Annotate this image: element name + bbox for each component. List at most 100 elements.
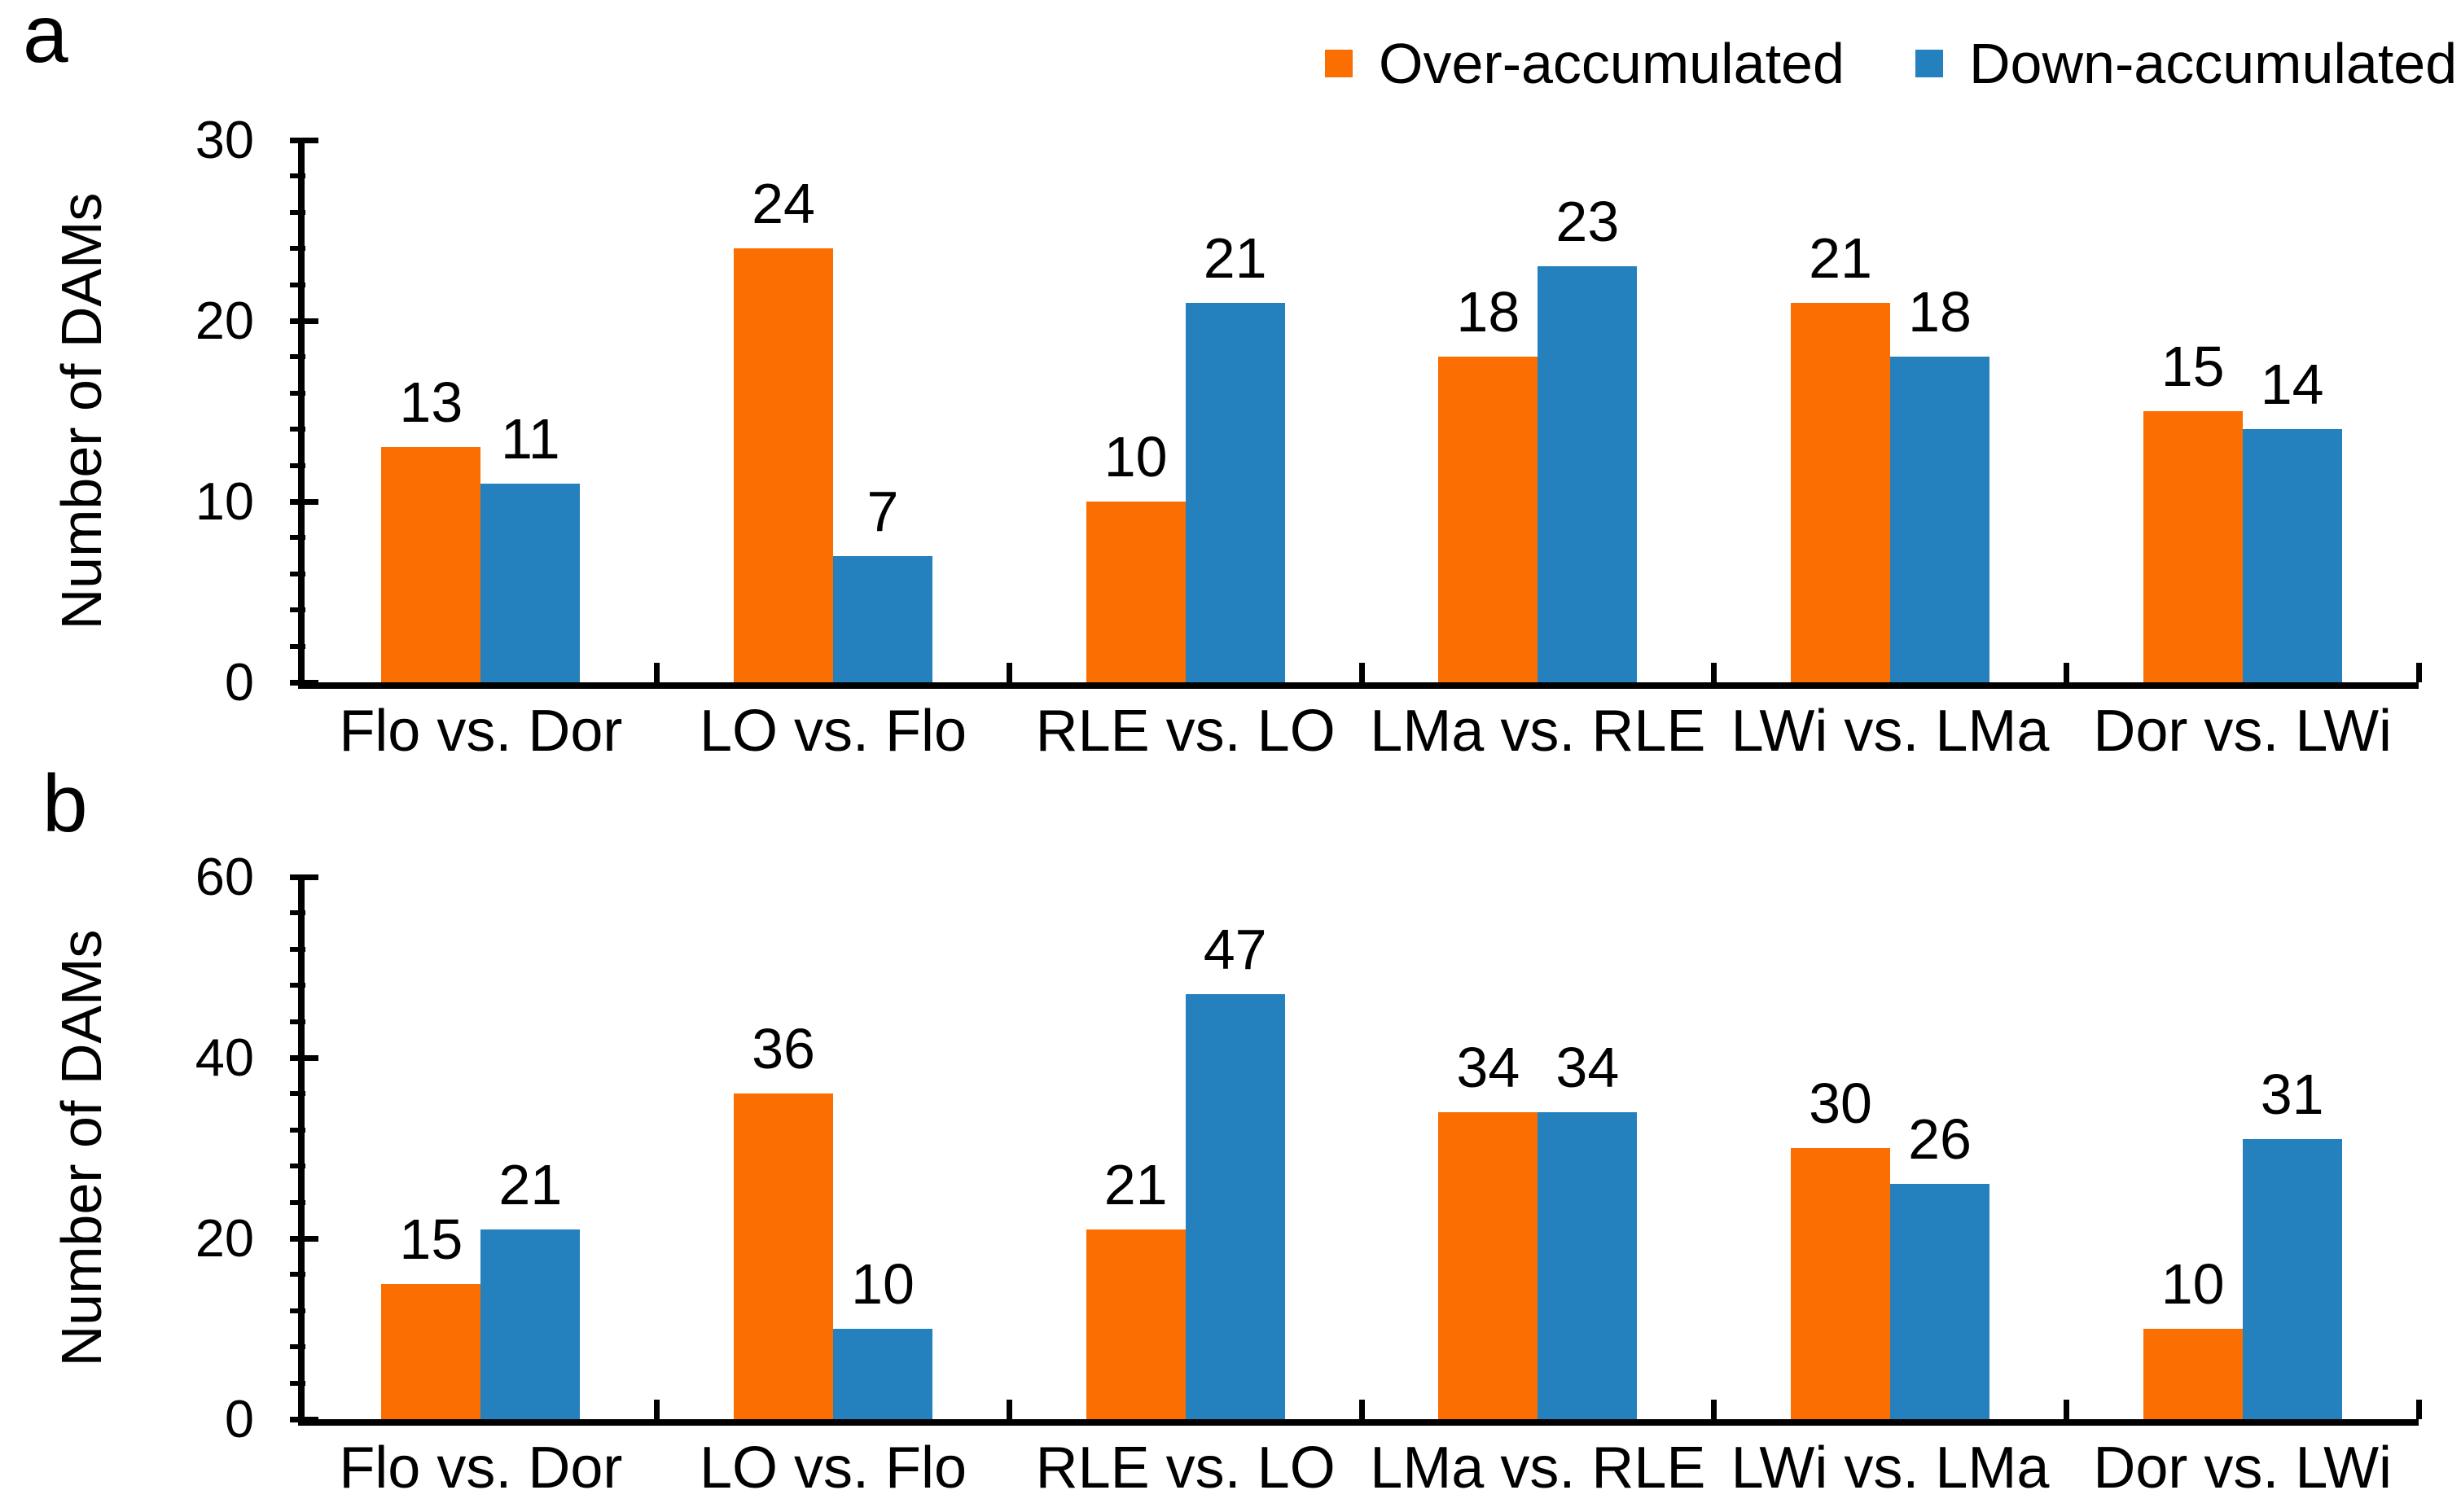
bar-over-accumulated <box>1438 1111 1538 1419</box>
bar-down-accumulated <box>2242 429 2342 682</box>
bar-value-label: 21 <box>1809 226 1872 290</box>
legend-item-down-accumulated: Down-accumulated <box>1915 35 2457 92</box>
bar-value-label: 23 <box>1555 190 1620 254</box>
x-boundary-tick <box>1006 663 1012 682</box>
legend-label-down-accumulated: Down-accumulated <box>1969 32 2458 95</box>
bar-group-lo-vs-flo: 24 7 <box>657 140 1010 682</box>
panel-letter-a: a <box>23 0 68 80</box>
x-boundary-tick <box>2415 1400 2422 1419</box>
barwrap: 15 <box>2143 338 2243 682</box>
y-minor-tick <box>290 607 305 613</box>
plot-area-panel-a: 0 10 20 30 13 11 24 7 10 21 18 23 21 18 15 14 <box>195 113 2422 709</box>
bar-over-accumulated <box>734 1093 833 1419</box>
y-minor-tick <box>290 1344 305 1350</box>
bar-group-dor-vs-lwi: 15 14 <box>2066 140 2419 682</box>
y-minor-tick <box>290 535 305 541</box>
barwrap: 11 <box>480 406 581 682</box>
bar-over-accumulated <box>381 1283 481 1419</box>
bar-value-label: 11 <box>500 406 560 471</box>
bar-group-lo-vs-flo: 36 10 <box>657 877 1010 1419</box>
y-tick-label: 10 <box>195 471 254 531</box>
x-category-label: LO vs. Flo <box>699 1435 967 1501</box>
x-category-label: LO vs. Flo <box>699 699 967 764</box>
plot-area-panel-b: 0 20 40 60 15 21 36 10 21 47 34 34 30 26 10 31 <box>195 850 2422 1446</box>
bar-value-label: 34 <box>1555 1035 1620 1099</box>
y-major-tick <box>290 318 318 324</box>
barwrap: 10 <box>1086 428 1186 682</box>
bar-value-label: 18 <box>1456 280 1520 344</box>
y-minor-tick <box>290 643 305 649</box>
y-major-tick <box>290 137 318 143</box>
barwrap: 36 <box>734 1020 833 1419</box>
x-category-label: Flo vs. Dor <box>339 699 623 764</box>
y-minor-tick <box>290 983 305 988</box>
x-boundary-tick <box>654 663 660 682</box>
y-minor-tick <box>290 390 305 396</box>
bars-layer: 15 21 36 10 21 47 34 34 30 26 10 31 <box>305 877 2419 1419</box>
bar-group-dor-vs-lwi: 10 31 <box>2066 877 2419 1419</box>
bar-group-lma-vs-rle: 34 34 <box>1362 877 1714 1419</box>
x-boundary-tick <box>2415 663 2422 682</box>
bar-group-lwi-vs-lma: 21 18 <box>1714 140 2067 682</box>
x-boundary-tick <box>654 1400 660 1419</box>
bar-value-label: 30 <box>1809 1072 1872 1135</box>
bar-group-flo-vs-dor: 13 11 <box>305 140 657 682</box>
barwrap: 21 <box>1791 226 1891 682</box>
y-tick-label: 0 <box>224 1389 254 1448</box>
y-minor-tick <box>290 1308 305 1313</box>
barwrap: 21 <box>1185 230 1285 682</box>
bar-group-flo-vs-dor: 15 21 <box>305 877 657 1419</box>
bar-value-label: 26 <box>1908 1107 1972 1172</box>
panel-letter-b: b <box>42 758 88 849</box>
bar-value-label: 36 <box>752 1017 815 1081</box>
bar-value-label: 47 <box>1203 918 1267 982</box>
y-tick-label: 30 <box>195 110 254 169</box>
bar-down-accumulated <box>1890 357 1990 682</box>
y-tick-label: 0 <box>224 652 254 712</box>
y-minor-tick <box>290 209 305 215</box>
barwrap: 24 <box>734 175 833 682</box>
bar-value-label: 21 <box>498 1152 563 1216</box>
bar-value-label: 14 <box>2260 353 2324 417</box>
y-major-tick <box>290 1416 318 1422</box>
y-minor-tick <box>290 910 305 916</box>
bar-value-label: 7 <box>866 479 899 543</box>
bar-value-label: 10 <box>2161 1252 2225 1316</box>
bar-down-accumulated <box>1538 1111 1638 1419</box>
y-minor-tick <box>290 946 305 952</box>
barwrap: 21 <box>480 1152 581 1419</box>
bars-layer: 13 11 24 7 10 21 18 23 21 18 15 14 <box>305 140 2419 682</box>
barwrap: 30 <box>1791 1072 1891 1419</box>
barwrap: 15 <box>381 1211 481 1419</box>
y-minor-tick <box>290 571 305 576</box>
y-minor-tick <box>290 1127 305 1133</box>
bar-over-accumulated <box>1086 1229 1186 1419</box>
y-minor-tick <box>290 282 305 287</box>
x-category-labels-panel-b: Flo vs. Dor LO vs. Flo RLE vs. LO LMa vs. R… <box>305 1439 2419 1497</box>
y-axis-title-panel-b: Number of DAMs <box>50 929 113 1367</box>
bar-over-accumulated <box>1791 302 1891 682</box>
y-minor-tick <box>290 427 305 432</box>
y-minor-tick <box>290 1380 305 1386</box>
bar-group-lma-vs-rle: 18 23 <box>1362 140 1714 682</box>
y-major-tick <box>290 498 318 505</box>
bar-down-accumulated <box>833 555 932 682</box>
barwrap: 21 <box>1086 1156 1186 1419</box>
y-minor-tick <box>290 1164 305 1169</box>
bar-down-accumulated <box>480 483 581 682</box>
bar-value-label: 18 <box>1908 280 1972 344</box>
barwrap: 34 <box>1538 1035 1638 1419</box>
y-minor-tick <box>290 1199 305 1205</box>
bar-value-label: 10 <box>1103 425 1168 489</box>
y-minor-tick <box>290 462 305 468</box>
x-boundary-tick <box>1358 663 1365 682</box>
y-minor-tick <box>290 246 305 252</box>
x-category-label: LWi vs. LMa <box>1731 699 2050 764</box>
x-category-label: LMa vs. RLE <box>1370 1435 1706 1501</box>
barwrap: 47 <box>1185 918 1285 1419</box>
barwrap: 18 <box>1438 283 1538 682</box>
x-category-label: RLE vs. LO <box>1035 699 1336 764</box>
y-major-tick <box>290 1054 318 1061</box>
legend-item-over-accumulated: Over-accumulated <box>1325 35 1845 92</box>
y-minor-tick <box>290 1019 305 1024</box>
